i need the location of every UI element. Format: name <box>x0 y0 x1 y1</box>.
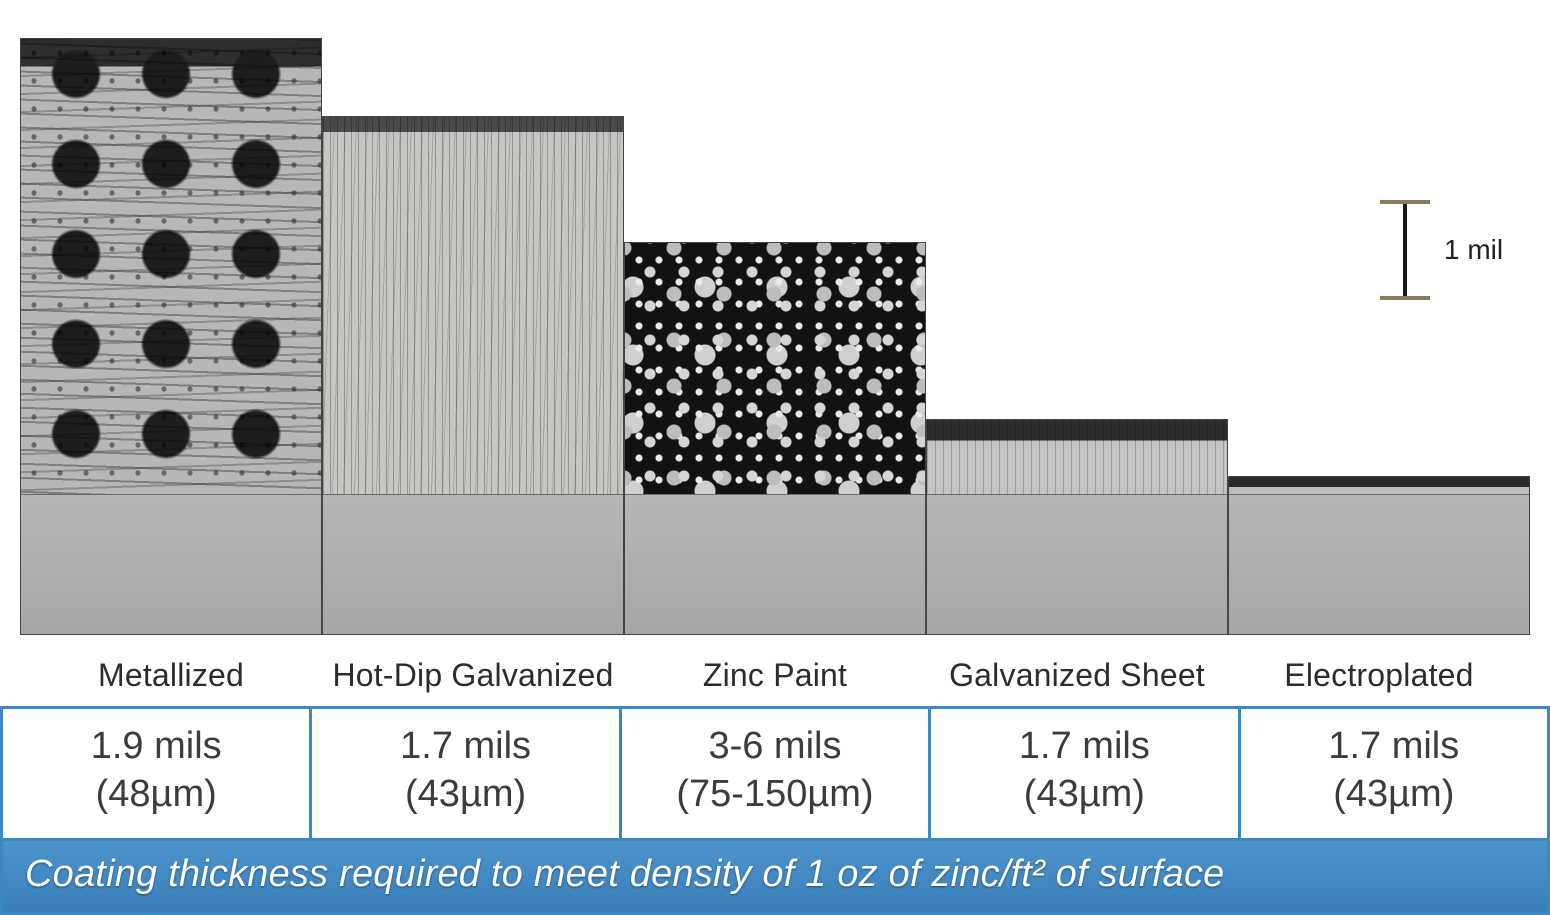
bar-zincpaint <box>624 242 926 635</box>
scale-marker-glyph <box>1380 200 1430 300</box>
bar-hotdip <box>322 116 624 635</box>
cell-mils: 1.7 mils <box>400 725 531 767</box>
cell-zincpaint: 3-6 mils (75-150µm) <box>620 708 929 840</box>
bar-electro <box>1228 476 1530 635</box>
figure-caption: Coating thickness required to meet densi… <box>0 841 1550 915</box>
substrate-zincpaint <box>625 494 925 634</box>
table-row: 1.9 mils (48µm) 1.7 mils (43µm) 3-6 mils… <box>2 708 1549 840</box>
cell-um: (48µm) <box>11 771 301 819</box>
scale-marker: 1 mil <box>1380 200 1520 300</box>
cell-electro: 1.7 mils (43µm) <box>1239 708 1548 840</box>
scale-tick-bottom <box>1380 296 1430 300</box>
coating-hotdip <box>323 117 623 494</box>
substrate-hotdip <box>323 494 623 634</box>
scale-label: 1 mil <box>1444 234 1503 266</box>
cell-um: (43µm) <box>320 771 610 819</box>
cell-galvsheet: 1.7 mils (43µm) <box>930 708 1239 840</box>
bar-hotdip-bar <box>322 116 624 635</box>
bars-container <box>20 20 1530 635</box>
bar-metallized-bar <box>20 38 322 635</box>
coating-zincpaint <box>625 243 925 494</box>
coating-galvsheet <box>927 420 1227 494</box>
label-zincpaint: Zinc Paint <box>624 657 926 694</box>
cell-mils: 1.7 mils <box>1328 725 1459 767</box>
thickness-table: 1.9 mils (48µm) 1.7 mils (43µm) 3-6 mils… <box>0 706 1550 841</box>
cell-mils: 3-6 mils <box>708 725 841 767</box>
cell-metallized: 1.9 mils (48µm) <box>2 708 311 840</box>
coating-electro <box>1229 477 1529 494</box>
label-galvsheet: Galvanized Sheet <box>926 657 1228 694</box>
bar-metallized <box>20 38 322 635</box>
cell-um: (43µm) <box>1249 771 1539 819</box>
substrate-metallized <box>21 494 321 634</box>
bar-galvsheet-bar <box>926 419 1228 635</box>
substrate-galvsheet <box>927 494 1227 634</box>
coating-metallized <box>21 39 321 494</box>
substrate-electro <box>1229 494 1529 634</box>
category-labels: Metallized Hot-Dip Galvanized Zinc Paint… <box>0 635 1550 706</box>
cell-um: (75-150µm) <box>630 771 920 819</box>
bar-galvsheet <box>926 419 1228 635</box>
coating-micrograph-chart: 1 mil <box>0 0 1550 635</box>
cell-mils: 1.7 mils <box>1019 725 1150 767</box>
scale-stem <box>1403 204 1407 296</box>
cell-um: (43µm) <box>939 771 1229 819</box>
bar-electro-bar <box>1228 476 1530 635</box>
label-electro: Electroplated <box>1228 657 1530 694</box>
cell-mils: 1.9 mils <box>91 725 222 767</box>
cell-hotdip: 1.7 mils (43µm) <box>311 708 620 840</box>
label-hotdip: Hot-Dip Galvanized <box>322 657 624 694</box>
bar-zincpaint-bar <box>624 242 926 635</box>
label-metallized: Metallized <box>20 657 322 694</box>
